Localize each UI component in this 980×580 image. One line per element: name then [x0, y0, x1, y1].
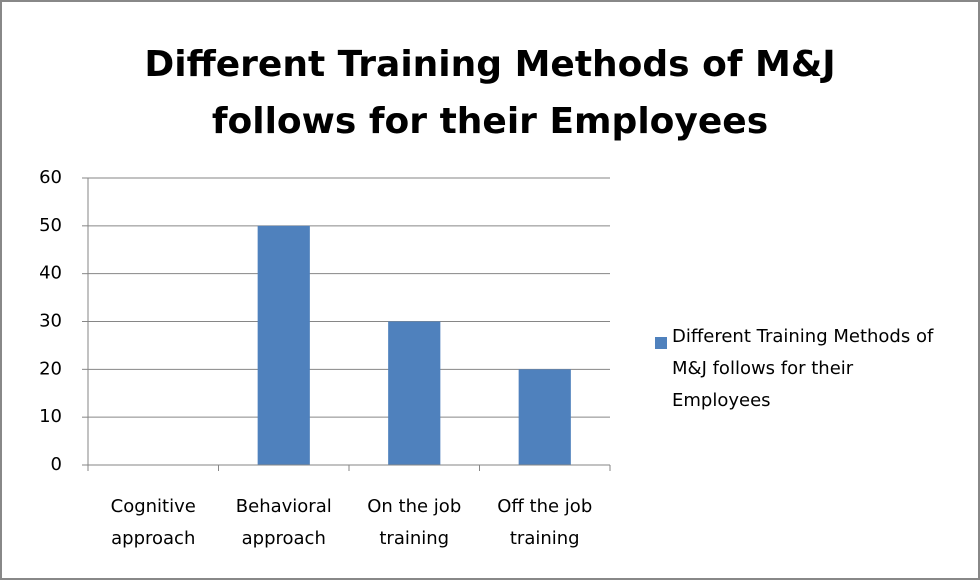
bar: [257, 225, 310, 465]
x-tick-label: Off the job training: [497, 496, 593, 549]
y-tick-label: 50: [39, 215, 62, 236]
y-tick-label: 20: [39, 358, 62, 379]
x-tick-label: On the job training: [367, 496, 462, 549]
x-tick-label: Cognitive approach: [110, 496, 196, 549]
bar: [388, 321, 441, 465]
chart-title: Different Training Methods of M&J follow…: [144, 44, 836, 142]
legend-key: [655, 337, 667, 349]
y-tick-label: 60: [39, 167, 62, 188]
y-tick-label: 30: [39, 311, 62, 332]
y-tick-label: 40: [39, 263, 62, 284]
legend-label: Different Training Methods of M&J follow…: [672, 326, 934, 411]
y-tick-label: 0: [51, 454, 62, 475]
y-tick-label: 10: [39, 406, 62, 427]
bar: [518, 369, 571, 465]
x-tick-label: Behavioral approach: [235, 496, 332, 549]
